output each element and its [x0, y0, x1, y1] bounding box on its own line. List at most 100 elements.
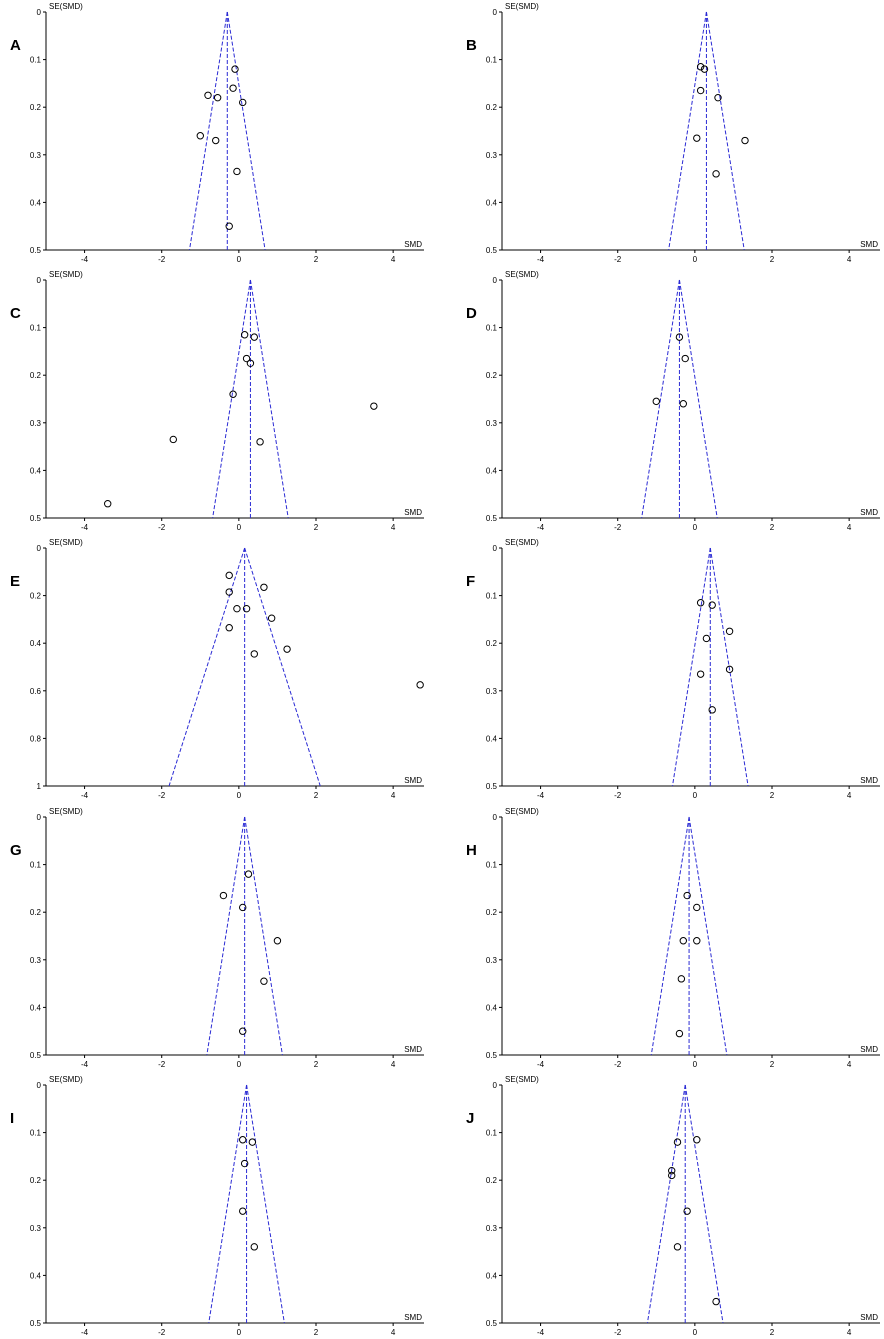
- y-tick-label: 0.1: [486, 56, 498, 65]
- x-axis-title: SMD: [404, 508, 422, 517]
- panel-letter: G: [10, 842, 22, 859]
- y-tick-label: 0.4: [30, 466, 42, 475]
- study-point: [708, 601, 716, 609]
- y-axis-title: SE(SMD): [505, 807, 539, 816]
- y-tick-label: 0.2: [486, 639, 498, 648]
- panel-d: D SE(SMD) SMD 0 0.1 0.2 0.3 0.4 0.5 -4 -2 0 2 4: [466, 270, 880, 532]
- funnel-left-limit: [206, 816, 246, 1056]
- x-tick-label: -2: [614, 791, 622, 800]
- x-tick-label: 4: [847, 1328, 852, 1337]
- study-point: [225, 624, 233, 632]
- study-point: [250, 650, 258, 658]
- panel-c: C SE(SMD) SMD 0 0.1 0.2 0.3 0.4 0.5 -4 -2 0 2 4: [10, 270, 424, 532]
- study-point: [693, 1136, 701, 1144]
- y-tick-label: 0.2: [486, 103, 498, 112]
- study-point: [708, 706, 716, 714]
- study-point: [239, 1136, 247, 1144]
- x-tick-label: 4: [847, 1060, 852, 1069]
- x-tick-label: 0: [693, 255, 698, 264]
- study-point: [681, 354, 689, 363]
- study-point: [248, 1138, 257, 1146]
- funnel-right-limit: [246, 1084, 285, 1324]
- y-tick-label: 0: [37, 276, 42, 285]
- y-tick-label: 0.3: [486, 687, 498, 696]
- x-tick-label: -2: [614, 1060, 622, 1069]
- study-point: [683, 1207, 691, 1215]
- panel-letter: J: [466, 1110, 474, 1127]
- x-tick-label: 0: [237, 255, 242, 264]
- study-point: [696, 63, 705, 71]
- x-tick-label: 2: [314, 1060, 319, 1069]
- x-axis-title: SMD: [860, 240, 878, 249]
- study-point: [673, 1138, 682, 1146]
- x-tick-label: 4: [391, 1328, 396, 1337]
- funnel-right-limit: [678, 279, 718, 519]
- y-tick-label: 0.8: [30, 734, 42, 743]
- y-tick-label: 0: [493, 813, 498, 822]
- x-tick-label: -2: [158, 1060, 166, 1069]
- x-tick-label: 0: [693, 523, 698, 532]
- y-axis-title: SE(SMD): [49, 270, 83, 279]
- study-point: [700, 65, 709, 73]
- study-point: [712, 170, 720, 178]
- study-point: [696, 670, 705, 678]
- study-point: [696, 599, 705, 607]
- x-tick-label: 4: [391, 791, 396, 800]
- y-tick-label: 0.3: [486, 956, 498, 965]
- x-tick-label: -4: [537, 1060, 545, 1069]
- x-tick-label: 2: [314, 255, 319, 264]
- funnel-right-limit: [705, 11, 745, 251]
- study-point: [246, 359, 255, 367]
- y-tick-label: 0.4: [486, 1271, 498, 1280]
- x-tick-label: 0: [237, 523, 242, 532]
- x-tick-label: 0: [237, 791, 242, 800]
- y-tick-label: 0.5: [486, 782, 498, 791]
- y-tick-label: 0.5: [486, 1051, 498, 1060]
- x-tick-label: 2: [314, 523, 319, 532]
- panel-letter: I: [10, 1110, 14, 1127]
- x-tick-label: -4: [537, 791, 545, 800]
- y-tick-label: 0.1: [486, 1129, 498, 1138]
- y-tick-label: 0.5: [486, 246, 498, 255]
- y-tick-label: 0.5: [30, 1319, 42, 1328]
- x-tick-label: -4: [81, 523, 89, 532]
- funnel-right-limit: [244, 547, 321, 787]
- y-tick-label: 0.2: [486, 908, 498, 917]
- y-tick-label: 0.4: [486, 466, 498, 475]
- x-tick-label: 0: [237, 1060, 242, 1069]
- y-tick-label: 0.4: [486, 198, 498, 207]
- study-point: [714, 93, 722, 102]
- x-tick-label: -2: [614, 523, 622, 532]
- y-axis-title: SE(SMD): [49, 807, 83, 816]
- y-tick-label: 0: [37, 8, 42, 17]
- study-point: [212, 136, 220, 145]
- y-tick-label: 0.1: [486, 324, 498, 333]
- study-point: [741, 136, 749, 145]
- funnel-left-limit: [668, 11, 707, 251]
- panel-i: I SE(SMD) SMD 0 0.1 0.2 0.3 0.4 0.5 -4 -2 0 2 4: [10, 1075, 424, 1337]
- y-tick-label: 0.4: [30, 1271, 42, 1280]
- panel-g: G SE(SMD) SMD 0 0.1 0.2 0.3 0.4 0.5 -4 -2 0 2 4: [10, 807, 424, 1069]
- study-point: [169, 435, 177, 444]
- y-tick-label: 0.5: [30, 246, 42, 255]
- y-tick-label: 0.4: [486, 1003, 498, 1012]
- panel-a: A SE(SMD) SMD 0 0.1 0.2 0.3 0.4 0.5 -4 -2 0 2 4: [10, 2, 424, 264]
- y-tick-label: 0.4: [30, 639, 42, 648]
- x-tick-label: -4: [537, 1328, 545, 1337]
- funnel-right-limit: [249, 279, 289, 519]
- y-tick-label: 0.2: [486, 371, 498, 380]
- study-point: [229, 84, 237, 92]
- x-axis-title: SMD: [404, 1045, 422, 1054]
- x-tick-label: 2: [770, 523, 775, 532]
- y-tick-label: 0.3: [486, 151, 498, 160]
- study-point: [416, 681, 424, 689]
- study-point: [273, 937, 282, 945]
- study-point: [712, 1297, 720, 1306]
- study-point: [260, 977, 268, 985]
- y-axis-title: SE(SMD): [505, 1075, 539, 1084]
- study-point: [693, 937, 701, 945]
- x-tick-label: 4: [391, 1060, 396, 1069]
- study-point: [219, 891, 228, 900]
- study-point: [239, 1027, 247, 1035]
